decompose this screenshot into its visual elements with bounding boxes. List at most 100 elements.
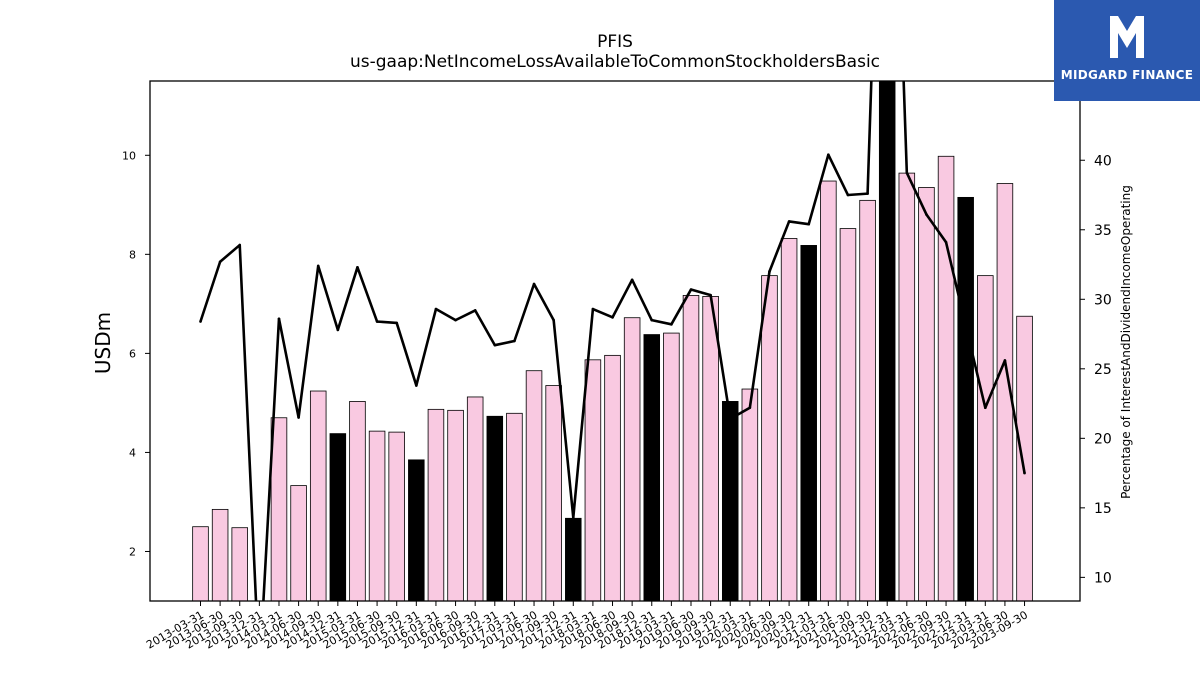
line-point-2019-03-31 [670, 323, 673, 326]
bar-2022-06-30 [918, 187, 935, 601]
line-point-2016-03-31 [434, 307, 438, 311]
line-point-2022-06-30 [925, 213, 928, 216]
bar-2015-09-30 [388, 431, 405, 601]
brand-logo: MIDGARD FINANCE [1054, 0, 1200, 101]
bar-2023-09-30 [1016, 315, 1033, 601]
bar-2014-12-31 [329, 433, 347, 601]
bar-2018-09-30 [623, 317, 641, 601]
line-point-2020-03-31 [748, 406, 752, 410]
bar-2022-12-31 [957, 196, 974, 601]
bar-2017-12-31 [565, 517, 582, 601]
line-point-2015-06-30 [375, 320, 379, 323]
right-tick-label: 30 [1094, 292, 1112, 308]
left-tick-label: 10 [122, 149, 136, 162]
bar-2017-06-30 [525, 370, 543, 601]
right-tick-label: 10 [1094, 570, 1112, 586]
line-point-2020-12-31 [807, 222, 811, 226]
line-series [199, 81, 1026, 601]
line-point-2016-06-30 [454, 318, 457, 322]
bar-series [192, 81, 1033, 601]
x-axis-ticks: 2013-03-312013-06-302013-09-302013-12-31… [144, 601, 1030, 652]
bar-2018-12-31 [643, 334, 661, 601]
left-axis-ticks: 2 4 6 8 10 [122, 149, 150, 558]
bar-2016-09-30 [466, 396, 484, 601]
line-point-2015-09-30 [395, 321, 399, 325]
bar-2020-09-30 [780, 238, 798, 601]
line-point-2015-12-31 [415, 384, 418, 387]
right-tick-label: 35 [1094, 223, 1112, 239]
bar-2016-12-31 [486, 415, 504, 601]
line-point-2014-09-30 [316, 264, 320, 268]
line-point-2013-09-30 [238, 243, 242, 247]
line-point-2021-06-30 [846, 193, 850, 197]
line-point-2019-12-31 [728, 417, 732, 421]
bar-2021-06-30 [839, 228, 857, 601]
bar-2019-12-31 [721, 401, 739, 601]
bar-2020-03-31 [741, 388, 759, 601]
right-tick-label: 25 [1094, 362, 1112, 378]
right-tick-label: 15 [1094, 501, 1112, 517]
plot-frame [149, 80, 1081, 602]
line-point-2020-09-30 [787, 220, 791, 223]
line-point-2023-03-31 [984, 406, 987, 410]
left-tick-label: 2 [129, 545, 136, 558]
line-point-2016-09-30 [473, 309, 477, 312]
line-point-2019-09-30 [709, 293, 712, 297]
bar-2018-03-31 [584, 359, 602, 601]
bar-2021-12-31 [878, 81, 896, 601]
bar-2020-06-30 [761, 275, 778, 601]
left-axis-label: USDm [91, 312, 115, 374]
bar-2022-09-30 [937, 155, 955, 601]
line-point-2020-06-30 [768, 270, 771, 273]
bar-2016-03-31 [427, 408, 445, 601]
bar-2016-06-30 [447, 409, 464, 601]
mf-logo-icon [1110, 16, 1144, 58]
bar-2022-03-31 [898, 172, 916, 601]
bar-2015-12-31 [408, 459, 425, 601]
bar-2018-06-30 [604, 354, 621, 601]
line-point-2017-09-30 [552, 318, 555, 322]
bar-2019-03-31 [663, 332, 680, 601]
line-point-2013-03-31 [199, 320, 202, 323]
bar-2015-03-31 [349, 401, 366, 601]
left-tick-label: 6 [129, 347, 136, 360]
bar-2014-09-30 [309, 390, 327, 601]
line-point-2016-12-31 [493, 343, 497, 347]
line-point-2022-09-30 [944, 240, 948, 244]
chart-title: PFIS [597, 32, 633, 52]
line-point-2017-06-30 [532, 282, 536, 286]
chart-subtitle: us-gaap:NetIncomeLossAvailableToCommonSt… [349, 52, 881, 72]
line-point-2017-12-31 [571, 516, 575, 519]
line-point-2015-03-31 [356, 266, 359, 269]
bar-2019-09-30 [702, 296, 719, 601]
right-axis-ticks: 10 15 20 25 30 35 40 [1080, 153, 1112, 586]
bar-2017-09-30 [545, 385, 562, 601]
line-point-2018-09-30 [630, 278, 634, 282]
bar-2014-03-31 [270, 417, 288, 601]
line-point-2023-06-30 [1003, 359, 1007, 362]
bar-2023-03-31 [977, 275, 994, 601]
line-point-2018-12-31 [650, 318, 654, 322]
left-tick-label: 4 [129, 446, 136, 459]
bar-2021-09-30 [859, 199, 876, 601]
bar-2015-06-30 [368, 430, 386, 601]
right-tick-label: 40 [1094, 153, 1112, 169]
bar-2013-09-30 [231, 527, 248, 601]
line-point-2013-06-30 [218, 260, 222, 264]
logo-text: MIDGARD FINANCE [1060, 68, 1194, 82]
bar-2019-06-30 [682, 295, 700, 601]
line-point-2018-03-31 [591, 307, 595, 311]
bar-2017-03-31 [506, 412, 523, 601]
line-point-2017-03-31 [513, 339, 516, 343]
line-point-2021-09-30 [866, 192, 869, 195]
bar-2020-12-31 [800, 245, 817, 601]
line-point-2021-03-31 [827, 153, 830, 156]
line-point-2014-12-31 [336, 328, 340, 332]
bar-2014-06-30 [290, 485, 307, 601]
bar-2021-03-31 [820, 180, 837, 601]
right-axis-label: Percentage of InterestAndDividendIncomeO… [1119, 185, 1133, 499]
bar-2013-03-31 [192, 526, 209, 601]
line-point-2014-06-30 [297, 416, 300, 419]
line-point-2022-12-31 [964, 324, 967, 328]
